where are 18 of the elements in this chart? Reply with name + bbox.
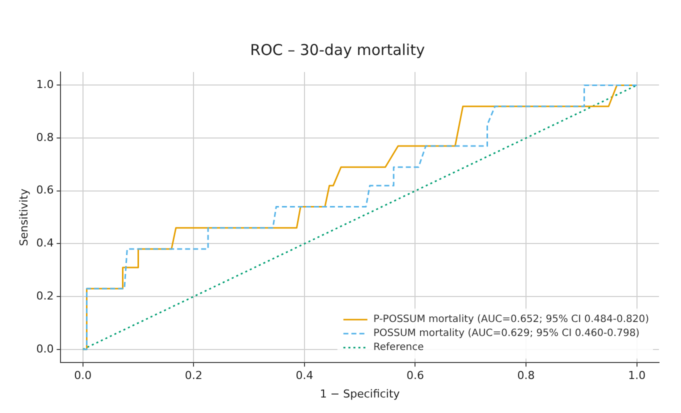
y-tick-label: 0.6 [36, 184, 54, 197]
x-tick-label: 0.6 [406, 369, 424, 382]
y-tick-label: 0.0 [36, 342, 54, 356]
x-axis-title: 1 − Specificity [320, 387, 400, 400]
x-tick-label: 0.0 [74, 369, 92, 382]
legend-label: P-POSSUM mortality (AUC=0.652; 95% CI 0.484-0.820) [373, 314, 650, 326]
x-tick-label: 0.8 [517, 369, 535, 382]
y-tick-label: 0.2 [36, 289, 54, 302]
y-tick-label: 0.4 [36, 236, 54, 250]
x-tick-label: 0.4 [296, 369, 314, 382]
x-tick-label: 0.2 [184, 369, 202, 382]
legend-label: POSSUM mortality (AUC=0.629; 95% CI 0.460-0.798) [373, 328, 640, 340]
y-tick-label: 1.0 [36, 78, 54, 92]
y-axis-title: Sensitivity [17, 188, 30, 246]
legend-label: Reference [373, 342, 424, 354]
y-tick-label: 0.8 [36, 130, 54, 144]
chart-title: ROC – 30-day mortality [250, 40, 425, 59]
x-tick-label: 1.0 [628, 369, 646, 382]
